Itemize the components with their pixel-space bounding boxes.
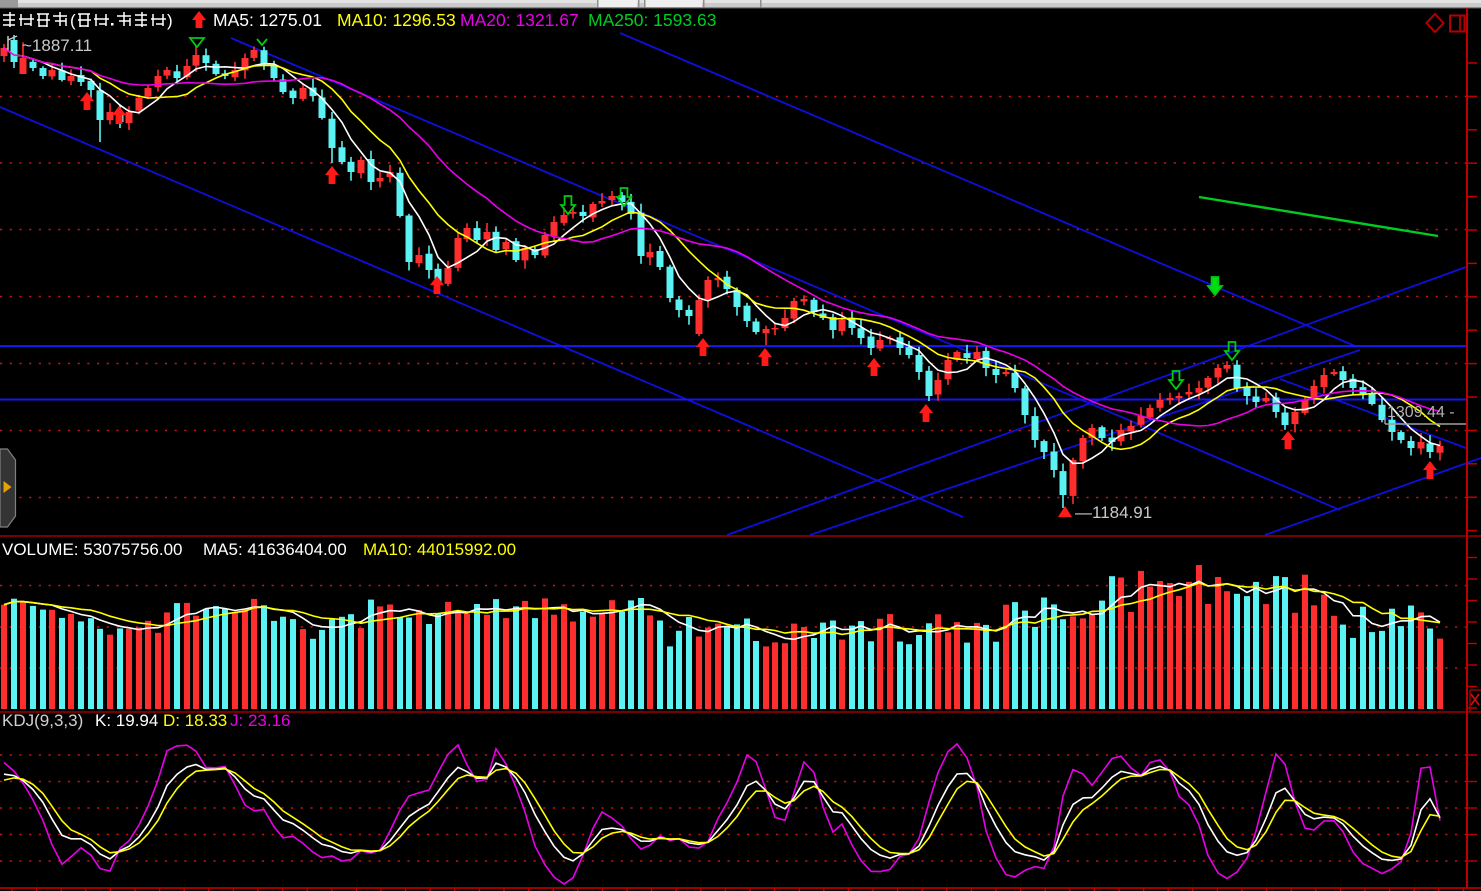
- svg-text:~1887.11: ~1887.11: [22, 36, 92, 55]
- svg-text:MA5: 1275.01: MA5: 1275.01: [213, 10, 322, 30]
- svg-text:MA10: 1296.53: MA10: 1296.53: [337, 10, 456, 30]
- svg-text:MA20: 1321.67: MA20: 1321.67: [460, 10, 579, 30]
- svg-text:): ): [167, 11, 173, 30]
- svg-text:J: 23.16: J: 23.16: [230, 711, 291, 730]
- svg-text:KDJ(9,3,3): KDJ(9,3,3): [2, 711, 83, 730]
- svg-text:MA10: 44015992.00: MA10: 44015992.00: [363, 540, 516, 559]
- svg-text:—1184.91: —1184.91: [1075, 503, 1152, 522]
- svg-text:MA250: 1593.63: MA250: 1593.63: [588, 10, 716, 30]
- svg-text:D: 18.33: D: 18.33: [163, 711, 227, 730]
- svg-text:K: 19.94: K: 19.94: [95, 711, 158, 730]
- svg-text:MA5: 41636404.00: MA5: 41636404.00: [203, 540, 347, 559]
- svg-text:(: (: [70, 11, 76, 30]
- svg-text:VOLUME: 53075756.00: VOLUME: 53075756.00: [2, 540, 183, 559]
- svg-text:1309.44 -: 1309.44 -: [1387, 404, 1455, 421]
